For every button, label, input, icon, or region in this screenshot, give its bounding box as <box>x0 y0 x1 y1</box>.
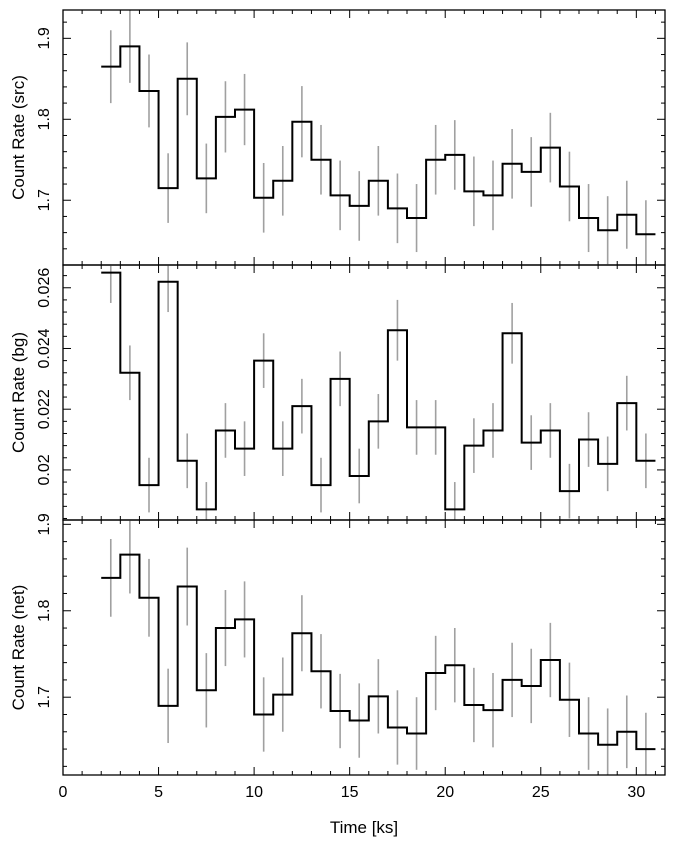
x-tick-label: 20 <box>436 784 454 801</box>
net-y-tick-label: 1.7 <box>36 686 53 708</box>
x-tick-label: 15 <box>341 784 359 801</box>
net-rate-panel: 1.7 1.8 1.9 Count Rate (net) 0 5 10 15 20 25 30 Tim… <box>9 513 666 837</box>
x-tick-label: 30 <box>627 784 645 801</box>
bg-y-tick-label: 0.02 <box>36 454 53 485</box>
x-tick-label: 10 <box>245 784 263 801</box>
bg-y-tick-label: 0.026 <box>36 268 53 308</box>
bg-rate-panel: 0.02 0.022 0.024 0.026 Count Rate (bg) <box>9 264 666 521</box>
x-tick-label: 0 <box>59 784 68 801</box>
bg-rate-step-line <box>101 271 656 511</box>
src-y-axis-label: Count Rate (src) <box>9 75 28 200</box>
src-rate-step-line <box>101 45 656 236</box>
x-tick-label: 25 <box>532 784 550 801</box>
bg-y-tick-label: 0.024 <box>36 328 53 368</box>
net-rate-step-line <box>101 553 656 751</box>
x-axis-label: Time [ks] <box>330 818 398 837</box>
net-y-tick-label: 1.9 <box>36 513 53 535</box>
bg-y-tick-label: 0.022 <box>36 389 53 429</box>
src-y-tick-label: 1.9 <box>36 27 53 49</box>
src-rate-panel: 1.7 1.8 1.9 Count Rate (src) <box>9 9 666 266</box>
bg-panel-frame <box>62 264 666 521</box>
x-tick-label: 5 <box>154 784 163 801</box>
src-y-tick-label: 1.8 <box>36 108 53 130</box>
src-y-tick-label: 1.7 <box>36 189 53 211</box>
net-panel-frame <box>62 519 666 776</box>
src-panel-frame <box>62 9 666 266</box>
net-y-axis-label: Count Rate (net) <box>9 585 28 711</box>
net-y-tick-label: 1.8 <box>36 600 53 622</box>
bg-y-axis-label: Count Rate (bg) <box>9 332 28 453</box>
